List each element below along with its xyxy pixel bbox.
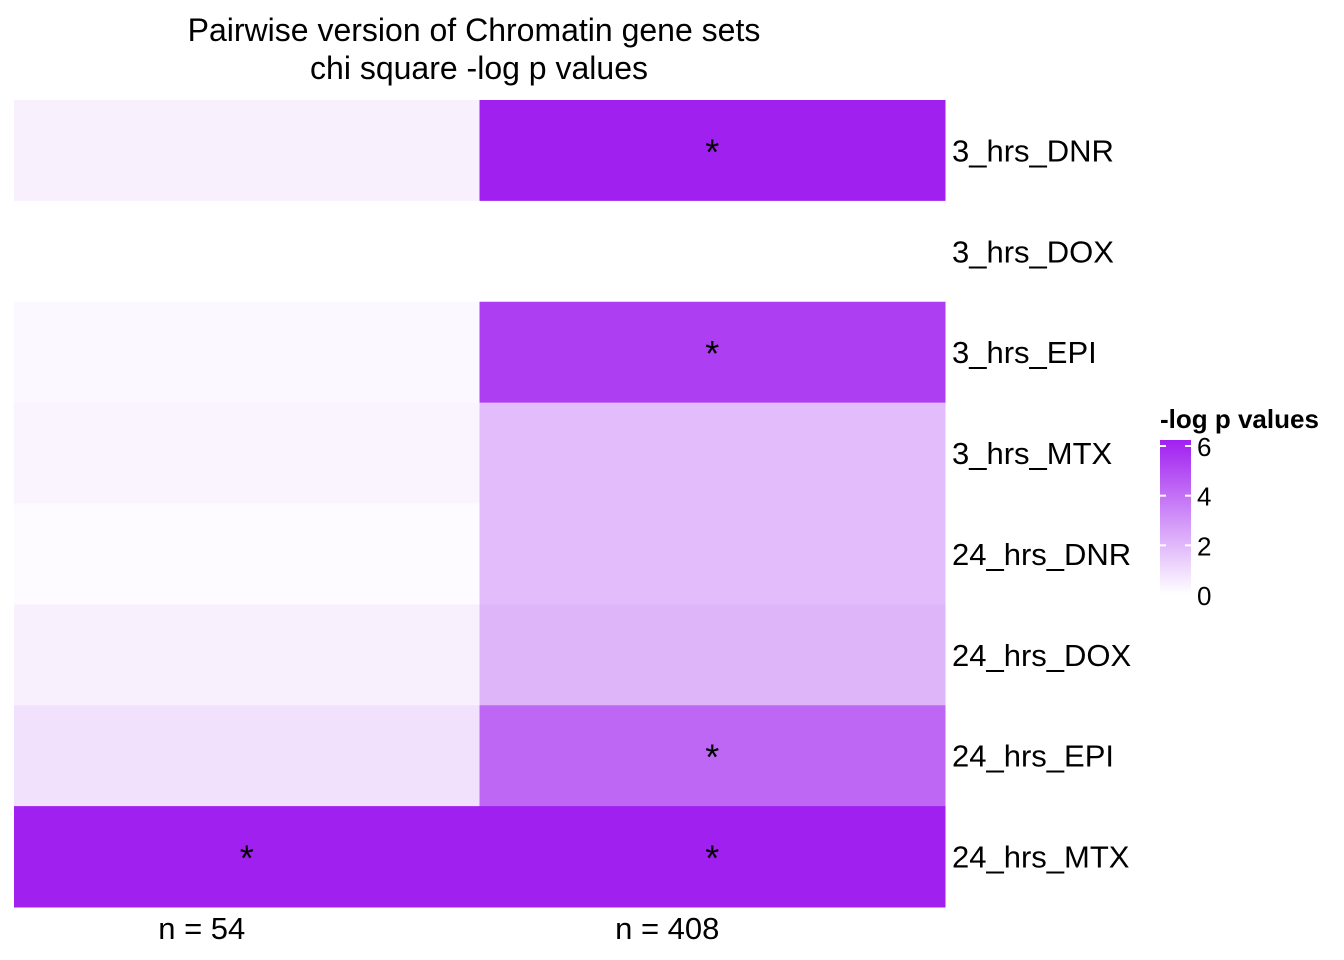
heatmap-cell bbox=[479, 806, 946, 908]
heatmap-cell bbox=[479, 200, 946, 303]
row-label: 24_hrs_DNR bbox=[952, 537, 1131, 572]
legend-tick-label: 4 bbox=[1197, 482, 1211, 512]
row-label: 3_hrs_DNR bbox=[952, 133, 1114, 168]
chart-title: Pairwise version of Chromatin gene sets bbox=[188, 12, 761, 48]
row-label: 24_hrs_DOX bbox=[952, 638, 1132, 673]
significance-marker: * bbox=[705, 131, 719, 172]
heatmap-cell bbox=[14, 705, 480, 807]
row-label: 3_hrs_EPI bbox=[952, 335, 1097, 370]
heatmap-cell bbox=[479, 604, 946, 706]
chart-subtitle: chi square -log p values bbox=[310, 50, 648, 86]
column-label: n = 408 bbox=[615, 911, 719, 946]
row-label: 3_hrs_MTX bbox=[952, 436, 1113, 471]
legend-colorbar bbox=[1160, 440, 1191, 594]
heatmap-cell bbox=[14, 200, 480, 303]
legend-tick-label: 0 bbox=[1197, 581, 1211, 611]
heatmap-cell bbox=[14, 301, 480, 404]
legend-title: -log p values bbox=[1160, 404, 1319, 434]
heatmap-cell bbox=[479, 705, 946, 807]
heatmap-cell bbox=[14, 604, 480, 706]
heatmap-cell bbox=[14, 402, 480, 504]
heatmap-cell bbox=[479, 402, 946, 504]
heatmap-cell bbox=[14, 100, 480, 202]
column-label: n = 54 bbox=[158, 911, 245, 946]
legend-tick-label: 2 bbox=[1197, 531, 1211, 561]
heatmap-cell bbox=[479, 301, 946, 404]
significance-marker: * bbox=[705, 838, 719, 879]
legend-tick-label: 6 bbox=[1197, 432, 1211, 462]
heatmap-cell bbox=[14, 503, 480, 605]
row-label: 24_hrs_MTX bbox=[952, 840, 1130, 875]
heatmap-cell bbox=[479, 503, 946, 605]
row-label: 3_hrs_DOX bbox=[952, 234, 1114, 269]
row-label: 24_hrs_EPI bbox=[952, 739, 1114, 774]
heatmap-cell bbox=[14, 806, 480, 908]
significance-marker: * bbox=[705, 737, 719, 778]
heatmap-cell bbox=[479, 100, 946, 202]
significance-marker: * bbox=[240, 838, 254, 879]
significance-marker: * bbox=[705, 333, 719, 374]
